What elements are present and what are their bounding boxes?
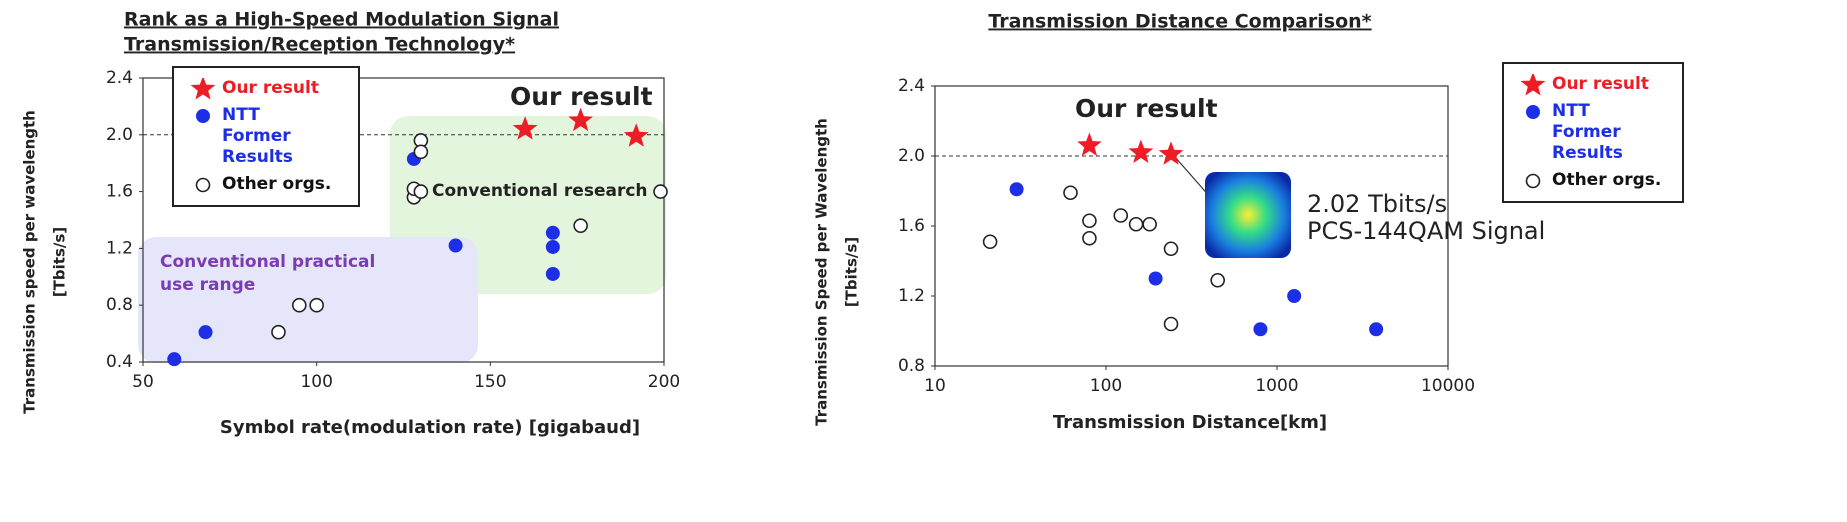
open-circle-marker (1163, 316, 1179, 332)
chart-title: Transmission Distance Comparison* (988, 11, 1371, 33)
open-circle-marker (1082, 230, 1097, 246)
y-tick-label: 1.6 (106, 182, 133, 202)
x-tick-label: 1000 (1255, 376, 1298, 396)
filled-circle-marker (1148, 271, 1163, 286)
y-tick-label: 1.6 (898, 216, 925, 236)
open-circle-marker (271, 324, 286, 340)
x-tick-label: 100 (300, 372, 332, 392)
filled-circle-marker (196, 109, 210, 123)
open-circle-marker (1082, 213, 1097, 229)
star-marker (1077, 132, 1102, 156)
legend-label: Our result (222, 78, 319, 98)
filled-circle-marker (1526, 105, 1540, 119)
y-axis-label: Transmission speed per wavelength (21, 110, 39, 414)
annotation: Our result (1075, 94, 1218, 123)
star-marker (1520, 74, 1546, 96)
plot-frame (142, 77, 665, 363)
open-circle-marker (573, 218, 588, 233)
annotation: Conventional research (432, 181, 648, 201)
open-circle-marker (291, 297, 307, 313)
filled-circle-marker (1009, 182, 1024, 197)
chart-title: Rank as a High-Speed Modulation Signal (124, 9, 559, 31)
x-tick-label: 10 (924, 376, 946, 396)
legend-swatch (195, 177, 211, 193)
filled-circle-marker (545, 266, 560, 281)
star-marker (190, 78, 216, 100)
y-tick-label: 2.4 (898, 76, 925, 96)
open-circle-marker (653, 184, 668, 199)
open-circle-marker (1210, 272, 1225, 288)
x-tick-label: 50 (132, 372, 154, 392)
open-circle-marker (1063, 185, 1078, 201)
open-circle-marker (982, 234, 998, 250)
legend-label: NTT Former Results (222, 105, 293, 167)
legend: Our result NTT Former Results Other orgs. (172, 66, 360, 207)
y-axis-label: [Tbits/s] (843, 237, 861, 307)
shaded-region (138, 237, 478, 363)
open-circle-marker (1525, 173, 1541, 189)
y-tick-label: 2.0 (106, 125, 133, 145)
y-tick-label: 0.8 (106, 295, 133, 315)
annotation: 2.02 Tbits/s (1307, 190, 1447, 218)
x-tick-label: 10000 (1421, 376, 1475, 396)
legend-swatch (1520, 74, 1546, 96)
filled-circle-marker (1287, 289, 1302, 303)
annotation: Our result (510, 82, 653, 111)
open-circle-marker (1142, 216, 1157, 232)
y-axis-label: Transmission Speed per Wavelength (813, 118, 831, 426)
x-tick-label: 150 (474, 372, 506, 392)
open-circle-marker (195, 177, 211, 193)
open-circle-marker (413, 144, 429, 160)
legend-entry: Other orgs. (180, 174, 352, 195)
x-axis-label: Transmission Distance[km] (1053, 412, 1327, 433)
legend-entry: Our result (180, 78, 352, 100)
legend-entry: NTT Former Results (180, 105, 352, 168)
legend-entry: Our result (1510, 74, 1676, 96)
filled-circle-marker (1253, 322, 1268, 337)
open-circle-marker (1163, 241, 1179, 257)
legend-swatch (190, 78, 216, 100)
star-marker (623, 123, 649, 147)
star-marker (568, 107, 593, 132)
y-axis-label: [Tbits/s] (51, 227, 69, 297)
x-axis-label: Symbol rate(modulation rate) [gigabaud] (220, 417, 640, 438)
filled-circle-marker (545, 239, 560, 254)
star-marker (512, 116, 538, 140)
y-tick-label: 1.2 (898, 286, 925, 306)
y-tick-label: 0.4 (106, 352, 133, 372)
legend-swatch (196, 109, 210, 123)
filled-circle-marker (167, 352, 182, 367)
annotation: Conventional practical use range (160, 252, 376, 295)
open-circle-marker (1128, 216, 1144, 232)
x-tick-label: 100 (1090, 376, 1122, 396)
open-circle-marker (1113, 208, 1129, 223)
legend: Our result NTT Former Results Other orgs. (1502, 62, 1684, 203)
legend-label: NTT Former Results (1552, 101, 1623, 163)
annotation: PCS-144QAM Signal (1307, 217, 1545, 245)
legend-label: Our result (1552, 74, 1649, 94)
legend-label: Other orgs. (1552, 170, 1662, 190)
constellation-image (1205, 172, 1291, 258)
chart-title: Transmission/Reception Technology* (124, 34, 515, 56)
y-tick-label: 2.0 (898, 146, 925, 166)
legend-entry: NTT Former Results (1510, 101, 1676, 164)
star-marker (1128, 139, 1154, 163)
legend-swatch (1525, 173, 1541, 189)
open-circle-marker (309, 297, 324, 313)
x-tick-label: 200 (648, 372, 680, 392)
y-tick-label: 0.8 (898, 356, 925, 376)
legend-swatch (1526, 105, 1540, 119)
filled-circle-marker (1369, 322, 1384, 337)
y-tick-label: 1.2 (106, 238, 133, 258)
filled-circle-marker (448, 238, 463, 253)
y-tick-label: 2.4 (106, 68, 133, 88)
open-circle-marker (413, 184, 429, 199)
legend-label: Other orgs. (222, 174, 332, 194)
filled-circle-marker (198, 325, 213, 340)
legend-entry: Other orgs. (1510, 170, 1676, 191)
star-marker (1158, 141, 1184, 165)
filled-circle-marker (545, 225, 560, 240)
